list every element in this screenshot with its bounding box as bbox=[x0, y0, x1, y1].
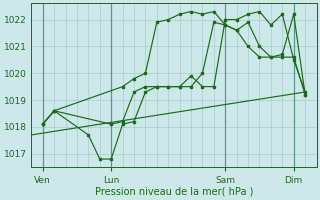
X-axis label: Pression niveau de la mer( hPa ): Pression niveau de la mer( hPa ) bbox=[95, 187, 253, 197]
